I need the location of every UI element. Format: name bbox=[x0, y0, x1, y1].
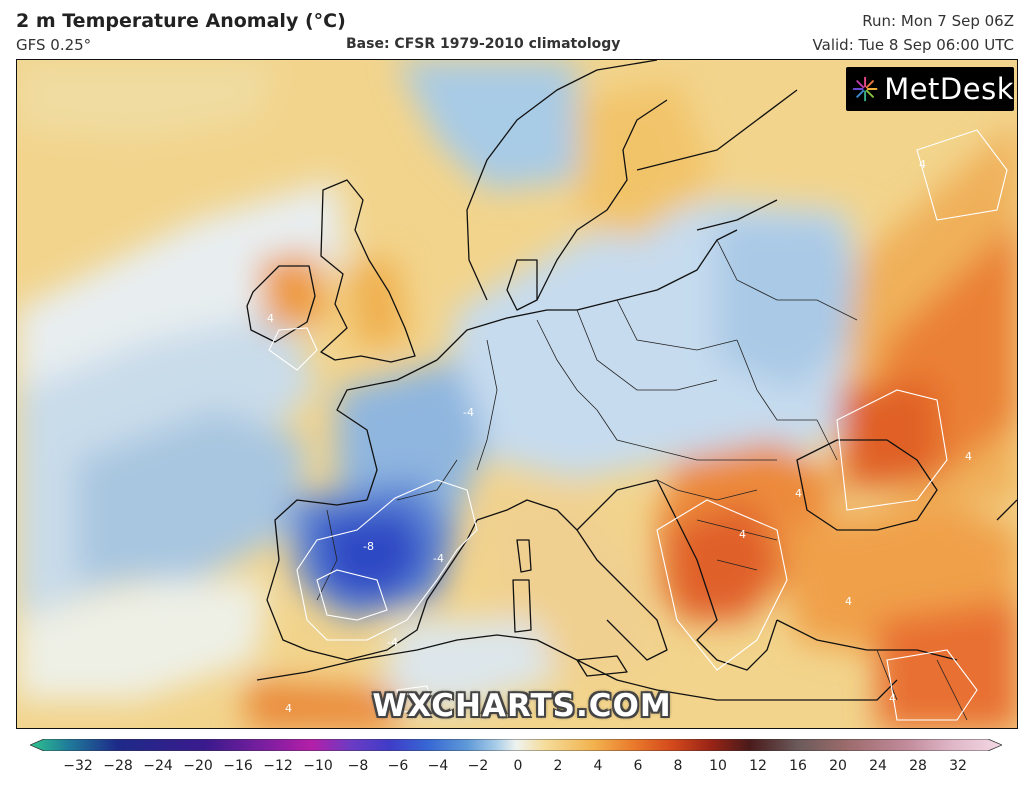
coast-france-west bbox=[336, 359, 438, 501]
contour-label: -4 bbox=[463, 406, 474, 419]
colorbar-tick-label: 2 bbox=[553, 758, 563, 774]
chart-title: 2 m Temperature Anomaly (°C) bbox=[16, 10, 346, 32]
contour-label: 4 bbox=[795, 487, 802, 500]
colorbar-tick-label: −24 bbox=[143, 758, 173, 774]
colorbar-tick-label: −12 bbox=[263, 758, 293, 774]
contour-label: 4 bbox=[739, 528, 746, 541]
coast-balkans bbox=[656, 479, 778, 671]
contour-minus8-iberia bbox=[316, 569, 388, 621]
colorbar-tick-label: −6 bbox=[387, 758, 409, 774]
contour-minus4-africa bbox=[396, 685, 434, 713]
coast-caspian bbox=[996, 499, 1017, 521]
contour-plus4-ukraine bbox=[836, 389, 948, 511]
coast-denmark bbox=[506, 259, 538, 311]
contour-label: 4 bbox=[919, 158, 926, 171]
coast-italy bbox=[476, 479, 668, 661]
contour-label: 4 bbox=[965, 450, 972, 463]
coast-black-sea bbox=[796, 439, 938, 531]
contour-minus4-iberia bbox=[296, 479, 478, 641]
coast-finland bbox=[636, 89, 798, 231]
colorbar-tick-label: −2 bbox=[467, 758, 489, 774]
anomaly-contours bbox=[268, 129, 1008, 721]
metdesk-starburst-icon bbox=[852, 76, 878, 102]
colorbar-tick-label: 20 bbox=[829, 758, 847, 774]
contour-plus4-mideast bbox=[886, 649, 978, 721]
contour-label: 4 bbox=[267, 312, 274, 325]
coast-north-continent bbox=[436, 229, 738, 361]
contour-label: -4 bbox=[433, 552, 444, 565]
coast-iberia bbox=[266, 499, 478, 661]
colorbar-tick-label: 24 bbox=[869, 758, 887, 774]
base-climatology-label: Base: CFSR 1979-2010 climatology bbox=[346, 36, 621, 52]
colorbar-tick-label: 0 bbox=[513, 758, 523, 774]
colorbar-tick-label: −8 bbox=[347, 758, 369, 774]
run-time-label: Run: Mon 7 Sep 06Z bbox=[862, 12, 1014, 30]
contour-plus4-ireland bbox=[268, 327, 318, 371]
colorbar-tick-label: −4 bbox=[427, 758, 449, 774]
country-borders bbox=[316, 239, 968, 721]
wxcharts-watermark: WXCHARTS.COM bbox=[372, 688, 672, 724]
contour-labels: 4 4 4 -4 -4 -8 -4 4 4 4 4 4 bbox=[267, 158, 972, 715]
metdesk-logo-text: MetDesk bbox=[884, 72, 1014, 106]
colorbar-tick-label: −16 bbox=[223, 758, 253, 774]
valid-time-label: Valid: Tue 8 Sep 06:00 UTC bbox=[812, 36, 1014, 54]
colorbar-tick-label: 4 bbox=[593, 758, 603, 774]
colorbar-tick-label: −10 bbox=[303, 758, 333, 774]
coast-great-britain bbox=[320, 179, 416, 363]
contour-label: 4 bbox=[889, 692, 896, 705]
colorbar-gradient bbox=[30, 739, 1002, 751]
colorbar-tick-label: 12 bbox=[749, 758, 767, 774]
coast-sardinia-corsica bbox=[512, 539, 532, 633]
contour-label: 4 bbox=[285, 702, 292, 715]
contour-label: -4 bbox=[387, 636, 398, 649]
contour-plus4-balkans bbox=[656, 499, 788, 671]
colorbar-tick-label: 16 bbox=[789, 758, 807, 774]
colorbar-tick-label: −20 bbox=[183, 758, 213, 774]
coastlines bbox=[246, 60, 1017, 701]
colorbar-tick-label: −28 bbox=[103, 758, 133, 774]
coast-scandinavia bbox=[466, 60, 668, 301]
colorbar-tick-label: 6 bbox=[633, 758, 643, 774]
colorbar-tick-label: 10 bbox=[709, 758, 727, 774]
coast-ireland bbox=[246, 265, 316, 343]
colorbar-tick-label: 8 bbox=[673, 758, 683, 774]
metdesk-logo: MetDesk bbox=[846, 67, 1014, 111]
colorbar-ticks: −32 −28 −24 −20 −16 −12 −10 −8 −6 −4 −2 0 2 4 6 8 10 12 16… bbox=[0, 758, 1024, 782]
colorbar-tick-label: 28 bbox=[909, 758, 927, 774]
contour-label: -8 bbox=[363, 540, 374, 553]
colorbar-tick-label: −32 bbox=[63, 758, 93, 774]
contour-label: 4 bbox=[845, 595, 852, 608]
model-label: GFS 0.25° bbox=[16, 36, 92, 54]
colorbar-tick-label: 32 bbox=[949, 758, 967, 774]
anomaly-map: 4 4 4 -4 -4 -8 -4 4 4 4 4 4 bbox=[16, 59, 1018, 729]
map-canvas: 4 4 4 -4 -4 -8 -4 4 4 4 4 4 bbox=[17, 60, 1017, 728]
contour-plus4-russia bbox=[916, 129, 1008, 221]
coast-north-africa bbox=[256, 634, 898, 701]
coast-sicily bbox=[576, 655, 628, 677]
colorbar bbox=[30, 739, 1002, 751]
